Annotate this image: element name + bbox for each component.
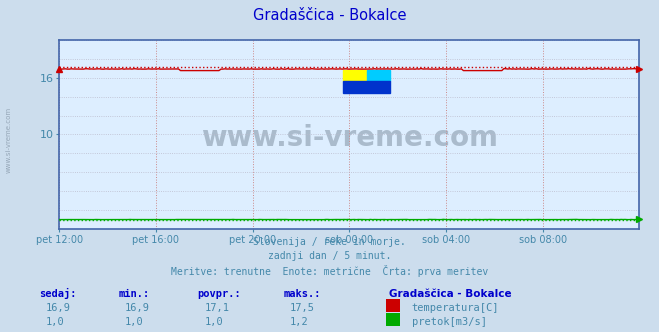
- Text: Slovenija / reke in morje.: Slovenija / reke in morje.: [253, 237, 406, 247]
- Text: 16,9: 16,9: [46, 303, 71, 313]
- Bar: [366, 70, 390, 81]
- Text: 17,1: 17,1: [204, 303, 229, 313]
- Text: 1,0: 1,0: [46, 317, 65, 327]
- Text: Gradaščica - Bokalce: Gradaščica - Bokalce: [389, 289, 511, 299]
- Text: Gradaščica - Bokalce: Gradaščica - Bokalce: [253, 8, 406, 23]
- Text: Meritve: trenutne  Enote: metrične  Črta: prva meritev: Meritve: trenutne Enote: metrične Črta: …: [171, 265, 488, 277]
- Text: www.si-vreme.com: www.si-vreme.com: [5, 106, 12, 173]
- Text: 1,0: 1,0: [125, 317, 144, 327]
- Text: pretok[m3/s]: pretok[m3/s]: [412, 317, 487, 327]
- Text: 17,5: 17,5: [290, 303, 315, 313]
- Text: temperatura[C]: temperatura[C]: [412, 303, 500, 313]
- Text: 16,9: 16,9: [125, 303, 150, 313]
- Text: maks.:: maks.:: [283, 289, 321, 299]
- Text: www.si-vreme.com: www.si-vreme.com: [201, 124, 498, 152]
- Text: povpr.:: povpr.:: [198, 289, 241, 299]
- Text: 1,2: 1,2: [290, 317, 308, 327]
- Bar: [343, 70, 366, 81]
- Text: zadnji dan / 5 minut.: zadnji dan / 5 minut.: [268, 251, 391, 261]
- Text: min.:: min.:: [119, 289, 150, 299]
- Text: 1,0: 1,0: [204, 317, 223, 327]
- Text: sedaj:: sedaj:: [40, 288, 77, 299]
- Bar: [343, 81, 390, 93]
